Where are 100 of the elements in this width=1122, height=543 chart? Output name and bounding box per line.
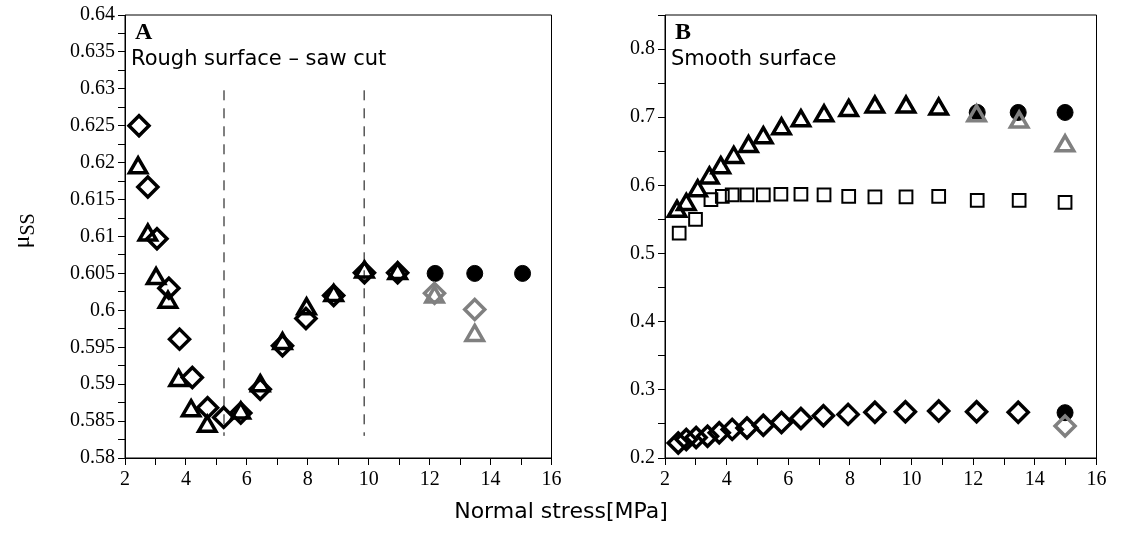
point — [687, 179, 709, 198]
point — [738, 134, 759, 154]
chart-title: B — [675, 18, 692, 45]
point — [1056, 103, 1074, 121]
x-tick-label: 6 — [783, 467, 794, 490]
point — [180, 399, 202, 418]
point — [789, 406, 813, 431]
y-tick-label: 0.585 — [70, 408, 115, 431]
point — [666, 431, 690, 455]
point — [230, 401, 252, 420]
point — [272, 331, 293, 351]
text: Smooth surface — [671, 45, 837, 70]
point — [790, 108, 812, 128]
point — [867, 189, 883, 205]
point — [688, 212, 703, 227]
point — [354, 260, 375, 279]
point — [751, 413, 776, 438]
x-tick-label: 8 — [302, 467, 313, 490]
point — [836, 402, 860, 427]
point — [739, 187, 755, 203]
x-axis-title: Normal stress[MPa] — [453, 498, 669, 523]
point — [145, 266, 167, 286]
point — [514, 264, 532, 282]
point — [196, 414, 218, 433]
point — [666, 199, 688, 219]
point — [720, 417, 744, 442]
point — [1054, 134, 1076, 153]
x-tick-label: 14 — [1024, 467, 1045, 490]
text: Rough surface – saw cut — [131, 45, 387, 70]
point — [813, 104, 835, 123]
y-tick-label: 0.4 — [630, 308, 655, 331]
y-tick-label: 0.58 — [80, 445, 115, 468]
point — [898, 189, 914, 205]
point — [136, 175, 160, 199]
point — [229, 401, 253, 425]
point — [321, 283, 346, 308]
point — [698, 166, 720, 185]
y-tick-label: 0.61 — [80, 223, 115, 246]
point — [145, 226, 169, 251]
point — [969, 193, 985, 208]
y-tick-label: 0.2 — [630, 445, 655, 468]
point — [466, 264, 484, 282]
x-tick-label: 8 — [844, 467, 855, 490]
y-tick-label: 0.63 — [80, 76, 115, 99]
x-tick-label: 14 — [480, 467, 501, 490]
point — [893, 399, 918, 424]
y-tick-label: 0.595 — [70, 334, 115, 357]
point — [323, 283, 345, 303]
point — [294, 306, 318, 331]
y-tick-label: 0.64 — [80, 2, 115, 25]
point — [671, 225, 687, 241]
point — [793, 186, 809, 202]
point — [707, 421, 731, 445]
point — [926, 399, 951, 423]
y-tick-label: 0.615 — [70, 186, 115, 209]
point — [773, 186, 789, 202]
x-tick-label: 10 — [358, 467, 379, 490]
point — [863, 400, 887, 425]
point — [127, 156, 149, 175]
point — [1057, 195, 1073, 210]
point — [710, 155, 732, 175]
x-tick-label: 4 — [721, 467, 732, 490]
point — [771, 117, 792, 136]
y-tick-label: 0.59 — [80, 371, 115, 394]
point — [462, 297, 487, 322]
point — [157, 290, 179, 309]
point — [895, 95, 917, 114]
point — [931, 188, 947, 204]
point — [168, 368, 190, 388]
y-tick-label: 0.6 — [630, 172, 655, 195]
y-tick-label: 0.62 — [80, 149, 115, 172]
y-tick-label: 0.605 — [70, 260, 115, 283]
point — [695, 424, 720, 448]
point — [714, 188, 730, 204]
chart-title: A — [135, 18, 153, 45]
point — [964, 399, 989, 424]
point — [752, 125, 774, 145]
point — [838, 98, 860, 118]
point — [755, 187, 771, 203]
y-tick-label: 0.3 — [630, 377, 655, 400]
x-tick-label: 12 — [419, 467, 440, 490]
x-tick-label: 4 — [180, 467, 191, 490]
point — [1011, 193, 1027, 208]
point — [1008, 110, 1030, 129]
point — [1006, 400, 1030, 425]
point — [864, 95, 886, 114]
point — [195, 396, 220, 420]
x-tick-label: 16 — [1086, 467, 1107, 490]
point — [703, 192, 719, 208]
x-tick-label: 6 — [241, 467, 252, 490]
point — [464, 323, 486, 343]
point — [296, 297, 317, 316]
x-tick-label: 2 — [120, 467, 130, 490]
point — [735, 416, 759, 440]
point — [674, 427, 699, 452]
point — [352, 260, 377, 285]
x-tick-label: 10 — [901, 467, 922, 490]
point — [180, 365, 205, 390]
y-tick-label: 0.5 — [630, 240, 655, 263]
point — [841, 188, 857, 204]
